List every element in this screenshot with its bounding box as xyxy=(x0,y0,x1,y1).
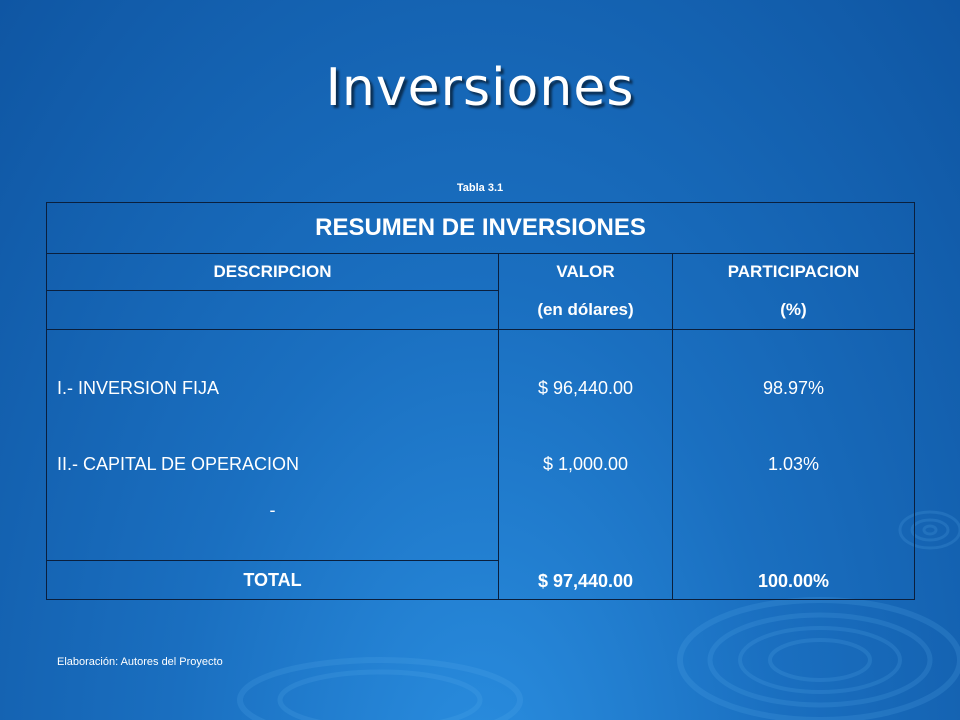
description-cell: I.- INVERSION FIJA II.- CAPITAL DE OPERA… xyxy=(46,329,499,561)
row-description: I.- INVERSION FIJA xyxy=(57,378,220,398)
column-header-empty xyxy=(46,290,499,330)
total-value: $ 97,440.00 xyxy=(537,571,634,591)
slide-title: Inversiones xyxy=(325,58,635,118)
participation-cell: 98.97% 1.03% 100.00% xyxy=(672,329,915,600)
investment-summary-table: RESUMEN DE INVERSIONES DESCRIPCION VALOR… xyxy=(46,202,915,600)
column-header-participation-unit: (%) xyxy=(672,290,915,330)
value-cell: $ 96,440.00 $ 1,000.00 $ 97,440.00 xyxy=(498,329,673,600)
column-header-description: DESCRIPCION xyxy=(46,253,499,291)
column-header-value: VALOR xyxy=(556,262,615,282)
table-heading: RESUMEN DE INVERSIONES xyxy=(46,202,915,254)
total-participation: 100.00% xyxy=(757,571,830,591)
total-label: TOTAL xyxy=(46,560,499,600)
row-participation: 98.97% xyxy=(762,378,825,398)
table-caption: Tabla 3.1 xyxy=(456,182,504,194)
row-value: $ 96,440.00 xyxy=(537,378,634,398)
source-footer: Elaboración: Autores del Proyecto xyxy=(57,656,223,668)
column-header-participation: PARTICIPACION xyxy=(672,253,915,291)
column-header-value-unit: (en dólares) xyxy=(498,290,673,330)
dash-mark: - xyxy=(269,500,276,520)
row-value: $ 1,000.00 xyxy=(542,454,629,474)
row-description: II.- CAPITAL DE OPERACION xyxy=(57,454,300,474)
row-participation: 1.03% xyxy=(767,454,820,474)
